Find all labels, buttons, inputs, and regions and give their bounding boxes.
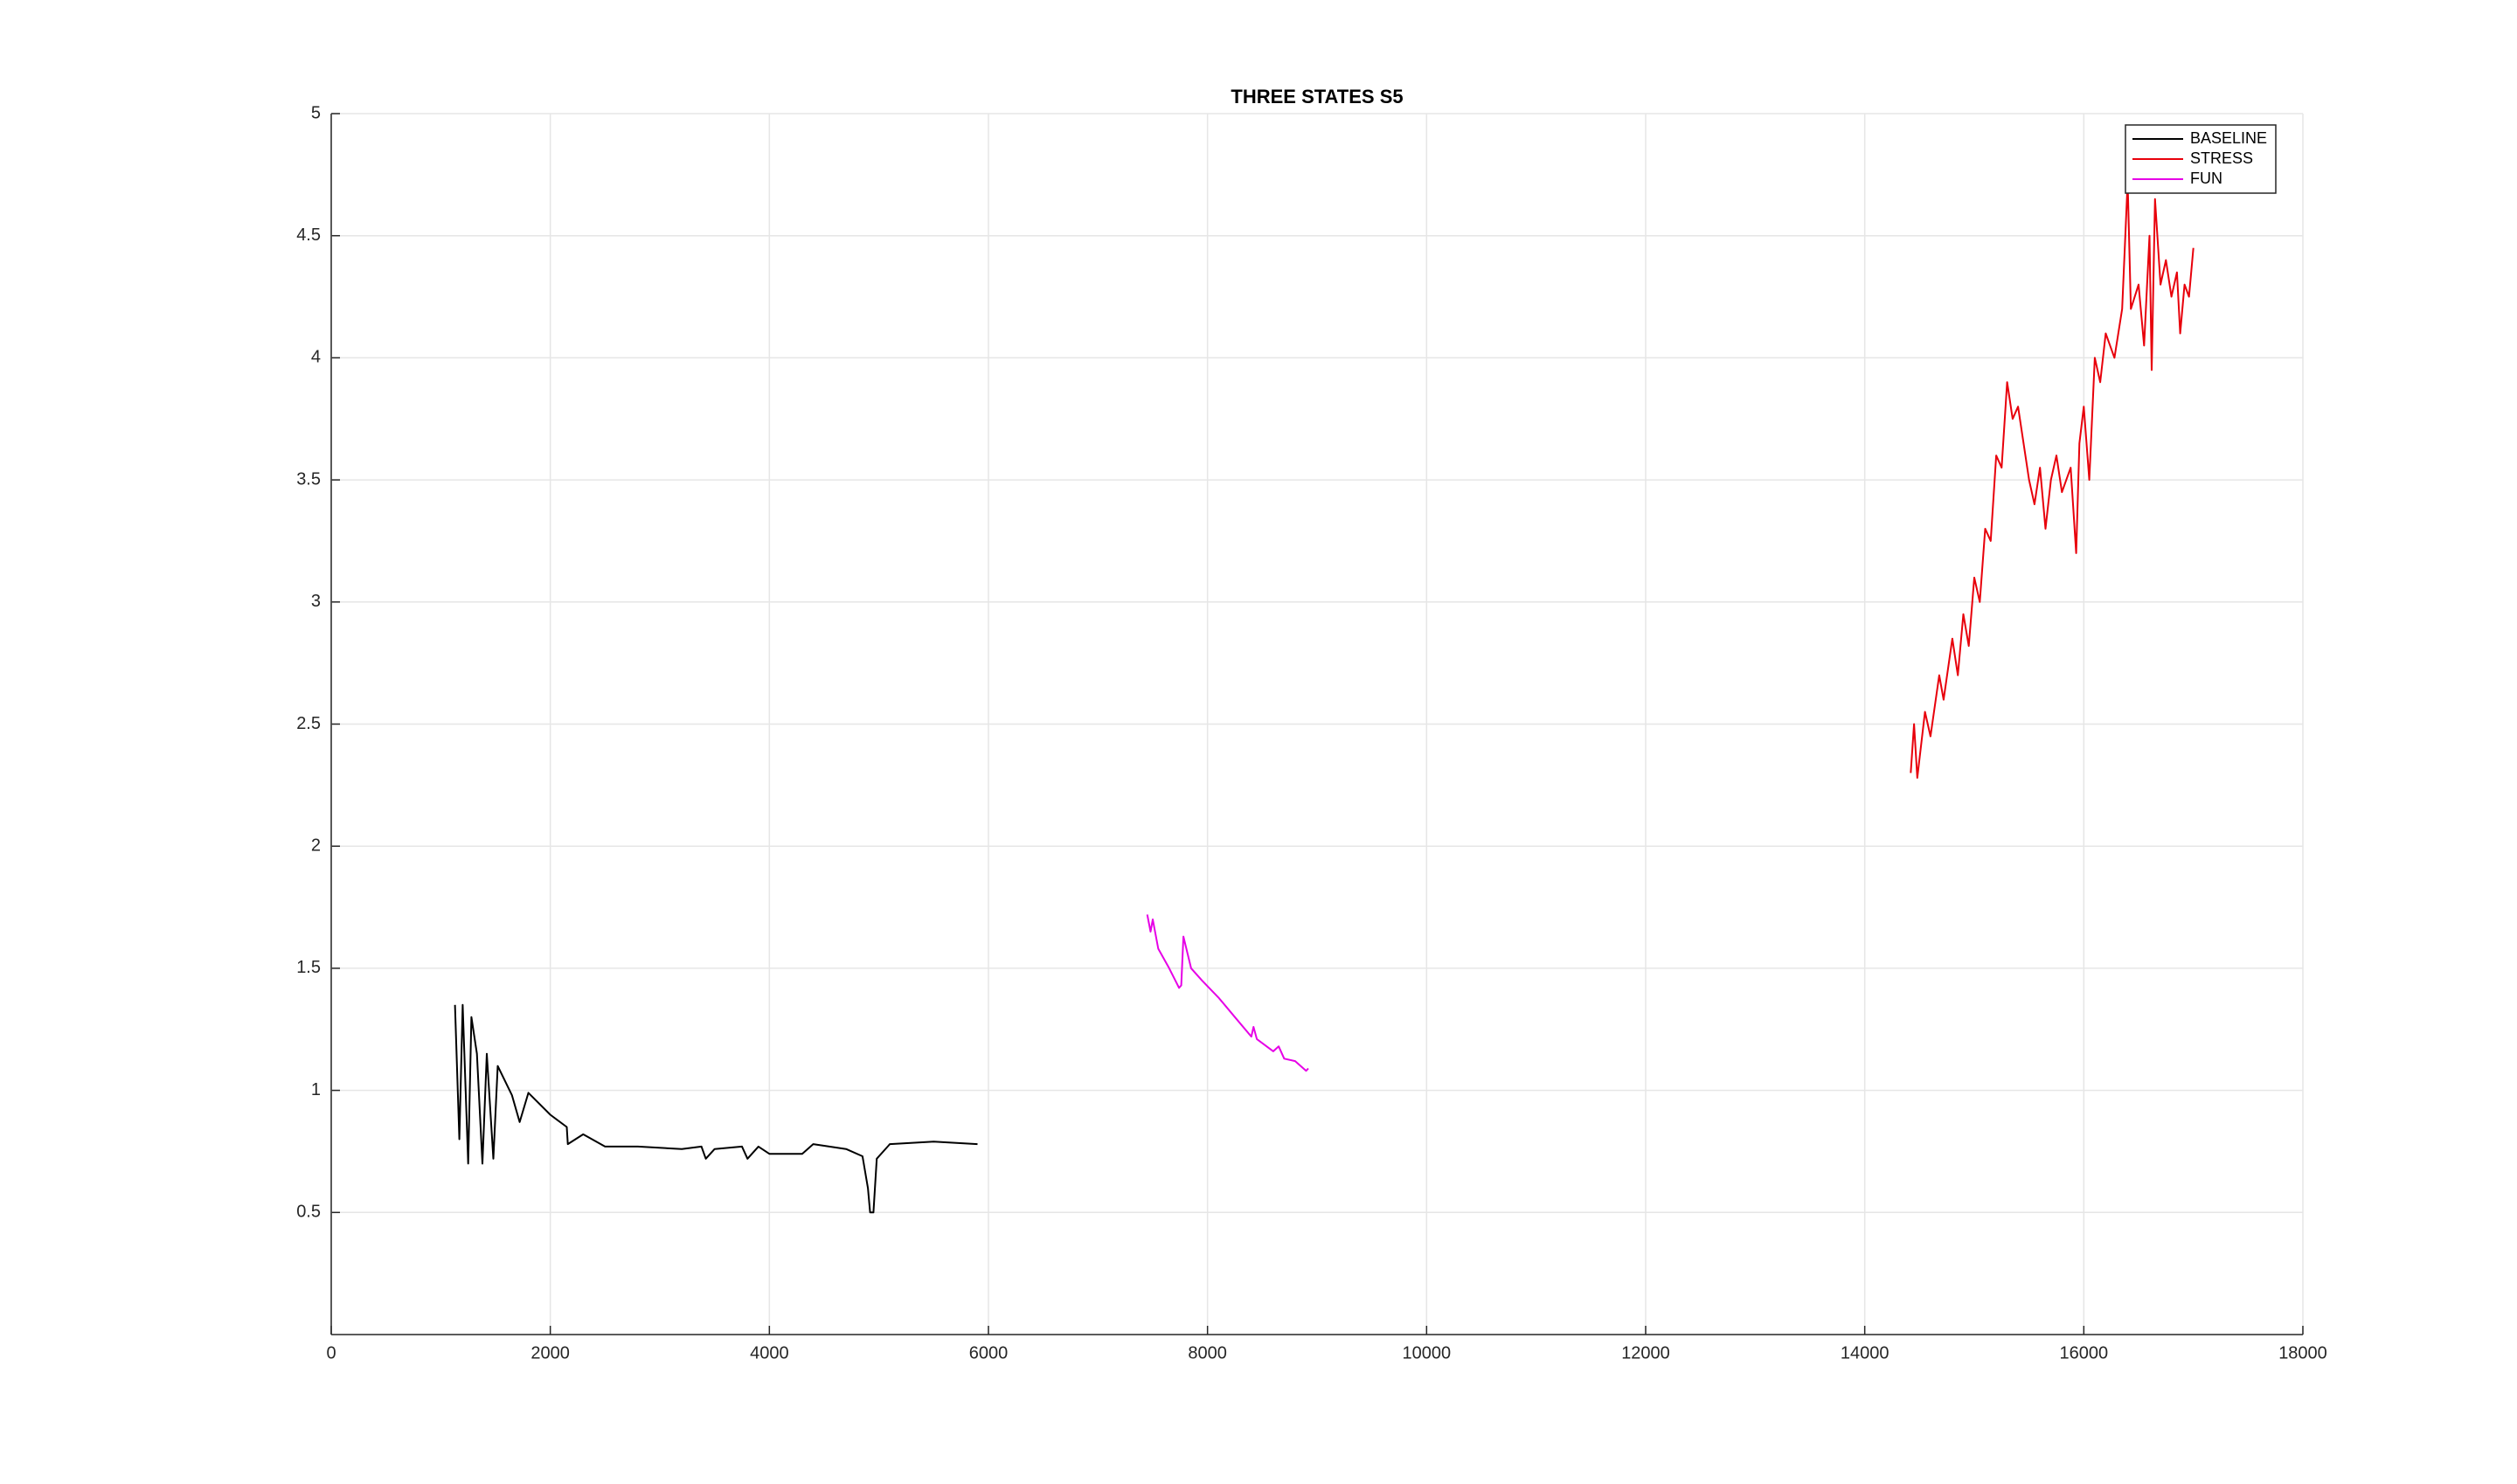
x-tick-label: 2000 bbox=[530, 1343, 570, 1363]
y-tick-label: 1 bbox=[311, 1080, 321, 1099]
x-tick-label: 4000 bbox=[750, 1343, 789, 1363]
y-tick-label: 3.5 bbox=[296, 469, 321, 489]
x-tick-label: 12000 bbox=[1621, 1343, 1670, 1363]
x-tick-label: 14000 bbox=[1841, 1343, 1889, 1363]
series-line bbox=[1146, 914, 1309, 1072]
y-tick-label: 0.5 bbox=[296, 1203, 321, 1222]
x-tick-label: 6000 bbox=[969, 1343, 1009, 1363]
legend-label: FUN bbox=[2190, 170, 2222, 187]
legend-label: BASELINE bbox=[2190, 129, 2267, 147]
x-tick-label: 10000 bbox=[1403, 1343, 1452, 1363]
x-tick-label: 0 bbox=[326, 1343, 336, 1363]
x-tick-label: 16000 bbox=[2060, 1343, 2109, 1363]
y-tick-label: 2.5 bbox=[296, 714, 321, 733]
y-tick-label: 1.5 bbox=[296, 958, 321, 977]
y-tick-label: 4.5 bbox=[296, 225, 321, 245]
legend-label: STRESS bbox=[2190, 149, 2253, 167]
y-tick-label: 5 bbox=[311, 103, 321, 122]
y-tick-label: 3 bbox=[311, 592, 321, 611]
x-tick-label: 8000 bbox=[1188, 1343, 1227, 1363]
chart-title: THREE STATES S5 bbox=[1231, 86, 1403, 107]
x-tick-label: 18000 bbox=[2278, 1343, 2327, 1363]
series-line bbox=[1910, 181, 2195, 779]
y-tick-label: 2 bbox=[311, 836, 321, 855]
y-tick-label: 4 bbox=[311, 348, 321, 367]
series-line bbox=[454, 1003, 978, 1214]
